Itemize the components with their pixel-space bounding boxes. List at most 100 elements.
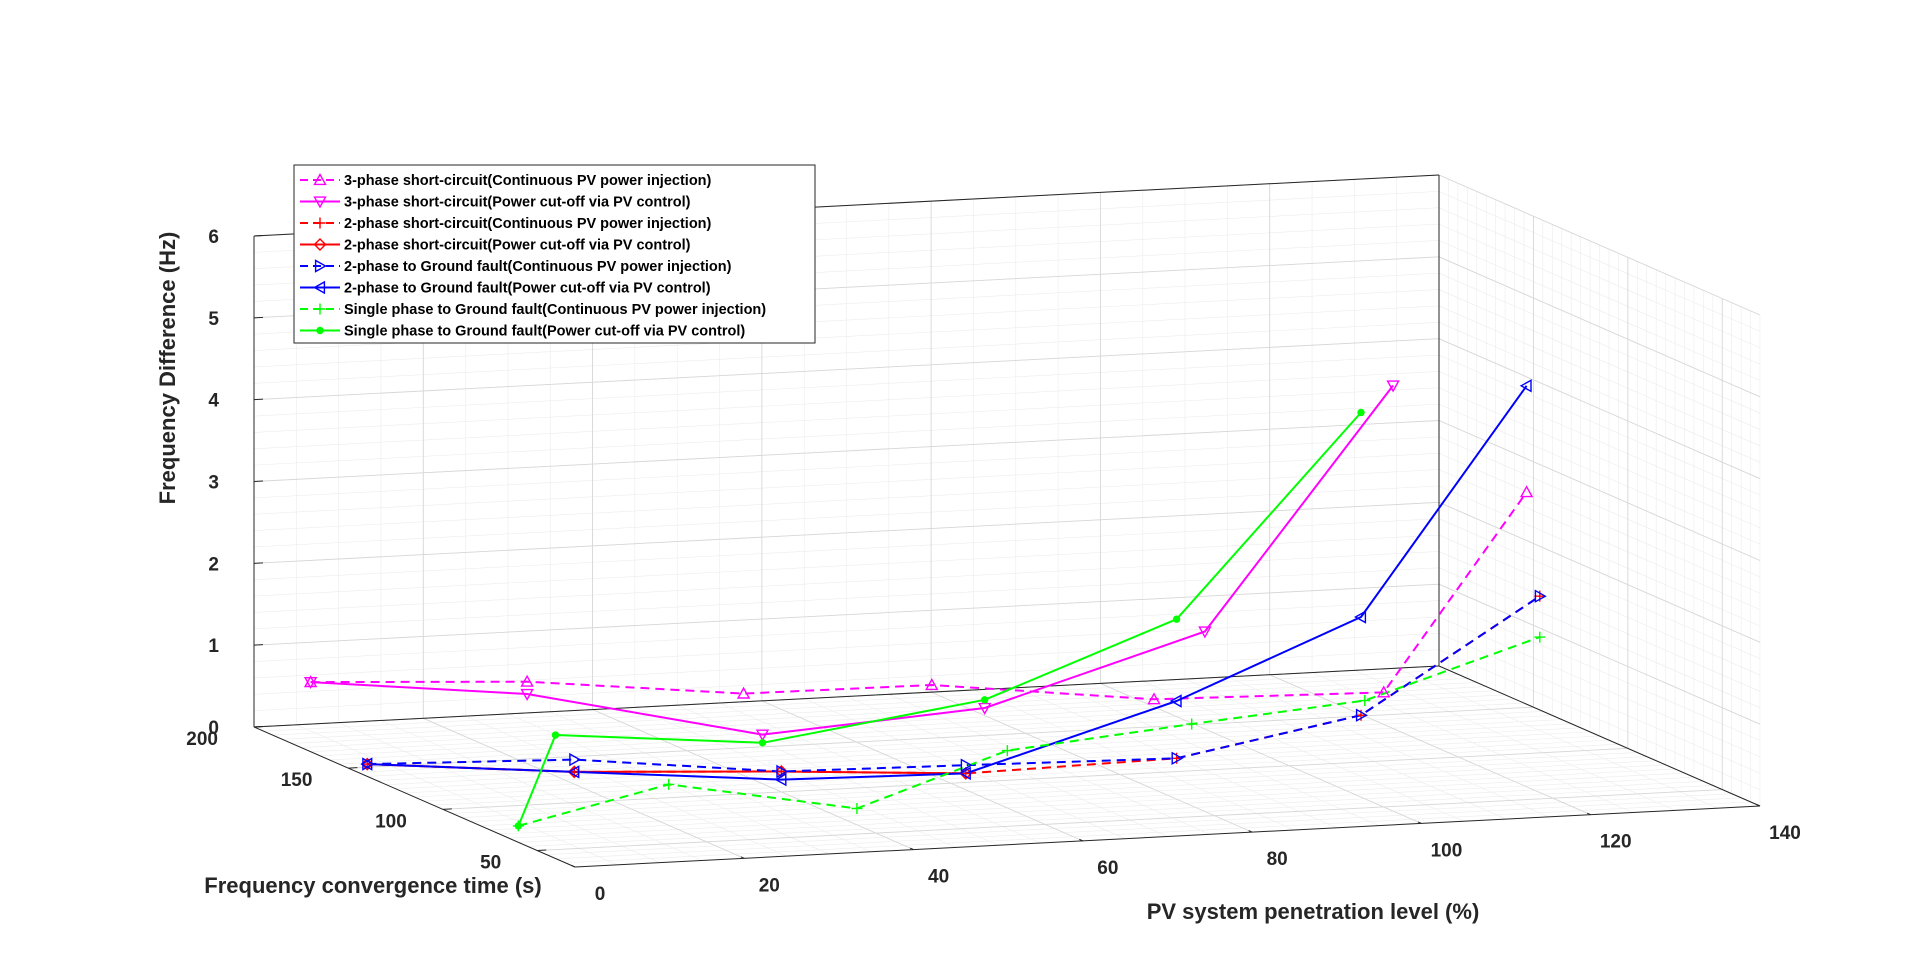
grid-minor-line bbox=[263, 669, 1449, 732]
legend-marker bbox=[316, 326, 324, 335]
x-tick-mark bbox=[909, 847, 914, 851]
grid-minor-line bbox=[527, 785, 1713, 847]
grid-major-line bbox=[1438, 174, 1761, 316]
data-point-7 bbox=[1172, 615, 1181, 623]
data-point-4 bbox=[1355, 708, 1368, 722]
grid-minor-line bbox=[490, 768, 1676, 831]
z-tick-mark bbox=[253, 480, 264, 482]
grid-minor-line bbox=[253, 600, 1440, 662]
grid-minor-line bbox=[1438, 272, 1761, 414]
series-markers bbox=[303, 379, 1547, 832]
data-point-4 bbox=[960, 758, 973, 772]
x-tick-mark bbox=[1079, 838, 1084, 842]
grid-minor-line bbox=[253, 649, 1440, 711]
data-point-1 bbox=[1386, 380, 1400, 393]
x-tick-mark bbox=[1756, 804, 1761, 807]
grid-minor-line bbox=[1438, 616, 1761, 758]
data-point-6 bbox=[851, 802, 863, 814]
grid-minor-line bbox=[253, 371, 1440, 433]
data-point-1 bbox=[303, 677, 318, 690]
grid-minor-line bbox=[329, 698, 1515, 761]
grid-major-line bbox=[1438, 420, 1761, 561]
grid-minor-line bbox=[253, 632, 1440, 695]
data-point-4 bbox=[1534, 589, 1547, 603]
series-line-7 bbox=[517, 411, 1362, 827]
data-point-4 bbox=[776, 764, 789, 779]
x-tick-label: 80 bbox=[1267, 849, 1288, 870]
data-point-7 bbox=[980, 696, 989, 704]
legend: 3-phase short-circuit(Continuous PV powe… bbox=[293, 164, 816, 344]
z-tick-mark bbox=[253, 726, 264, 728]
grid-minor-line bbox=[1438, 452, 1761, 594]
data-point-7 bbox=[551, 731, 560, 739]
grid-minor-line bbox=[433, 743, 1619, 806]
legend-entry: 2-phase short-circuit(Continuous PV powe… bbox=[344, 216, 712, 232]
grid-minor-line bbox=[253, 616, 1440, 679]
grid-major-line bbox=[592, 709, 914, 850]
legend-entry: 2-phase to Ground fault(Power cut-off vi… bbox=[344, 281, 711, 297]
data-point-5 bbox=[360, 757, 373, 771]
legend-entry: 3-phase short-circuit(Continuous PV powe… bbox=[344, 173, 712, 189]
x-tick-label: 40 bbox=[928, 867, 949, 888]
grid-minor-line bbox=[461, 756, 1647, 818]
data-point-5 bbox=[958, 766, 971, 781]
grid-minor-line bbox=[1438, 354, 1761, 496]
y-tick-label: 50 bbox=[480, 853, 501, 874]
grid-minor-line bbox=[1438, 600, 1761, 741]
grid-major-line bbox=[253, 501, 1440, 564]
y-tick-label: 100 bbox=[375, 811, 407, 832]
grid-minor-line bbox=[253, 305, 1440, 368]
data-point-3 bbox=[360, 757, 374, 771]
data-point-3 bbox=[959, 766, 973, 780]
x-tick-mark bbox=[571, 865, 576, 868]
x-tick-label: 0 bbox=[595, 884, 606, 905]
z-tick-label: 1 bbox=[208, 636, 219, 657]
legend-marker bbox=[314, 303, 326, 315]
grid-major-line bbox=[253, 420, 1440, 482]
grid-minor-line bbox=[1438, 485, 1761, 627]
grid-minor-line bbox=[1438, 240, 1761, 381]
data-point-1 bbox=[1198, 626, 1212, 639]
grid-minor-line bbox=[1438, 469, 1761, 610]
y-axis-title: Frequency convergence time (s) bbox=[204, 873, 541, 898]
data-point-5 bbox=[774, 772, 787, 787]
data-point-6 bbox=[1001, 745, 1013, 757]
data-point-7 bbox=[514, 822, 523, 830]
grid-minor-line bbox=[253, 322, 1440, 384]
z-tick-label: 2 bbox=[208, 554, 219, 575]
data-point-0 bbox=[925, 678, 939, 691]
grid-minor-line bbox=[282, 678, 1468, 740]
grid-major-line bbox=[537, 789, 1723, 851]
grid-minor-line bbox=[1438, 387, 1761, 529]
axis-edge bbox=[1438, 665, 1761, 807]
data-point-5 bbox=[1354, 610, 1367, 624]
grid-minor-line bbox=[253, 518, 1440, 580]
grid-minor-line bbox=[253, 436, 1440, 499]
x-tick-label: 20 bbox=[759, 875, 780, 896]
z-tick-mark bbox=[253, 235, 264, 237]
axis-edge bbox=[253, 665, 1440, 728]
data-point-6 bbox=[1186, 718, 1198, 730]
grid-minor-line bbox=[1438, 191, 1761, 332]
data-point-7 bbox=[1357, 408, 1365, 417]
y-tick-label: 200 bbox=[186, 729, 218, 750]
axis-edge bbox=[574, 805, 1761, 868]
grid-major-line bbox=[423, 717, 745, 859]
grid-minor-line bbox=[471, 760, 1657, 823]
grid-minor-line bbox=[1438, 436, 1761, 578]
grid-minor-line bbox=[1438, 207, 1761, 349]
x-tick-label: 60 bbox=[1097, 858, 1118, 879]
grid-major-line bbox=[1438, 338, 1761, 480]
grid-major-line bbox=[253, 583, 1440, 646]
grid-minor-line bbox=[1438, 567, 1761, 709]
grid-minor-line bbox=[1438, 534, 1761, 676]
series-line-0 bbox=[310, 491, 1528, 701]
grid-major-line bbox=[1438, 256, 1761, 398]
z-tick-mark bbox=[253, 644, 264, 646]
grid-minor-line bbox=[367, 715, 1553, 777]
grid-minor-line bbox=[253, 551, 1440, 613]
grid-minor-line bbox=[253, 387, 1440, 450]
x-tick-label: 100 bbox=[1431, 840, 1463, 861]
grid-minor-line bbox=[291, 682, 1477, 744]
grid-minor-line bbox=[320, 694, 1506, 757]
